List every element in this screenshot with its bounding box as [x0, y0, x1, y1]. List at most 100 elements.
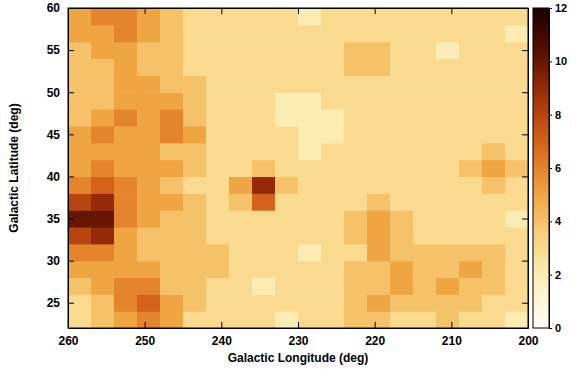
tick-mark — [522, 50, 528, 51]
heat-cell — [459, 143, 483, 160]
heat-cell — [482, 59, 506, 76]
heat-cell — [459, 42, 483, 59]
heat-cell — [482, 294, 506, 311]
tick-label: 45 — [47, 128, 61, 142]
heat-cell — [344, 126, 368, 143]
heat-cell — [413, 261, 437, 278]
heat-cell — [390, 311, 414, 328]
heat-cell — [229, 92, 253, 109]
heat-cell — [413, 42, 437, 59]
heat-cell — [137, 277, 161, 294]
tick-label: 6 — [555, 162, 561, 174]
heat-cell — [367, 25, 391, 42]
heat-cell — [390, 176, 414, 193]
tick-label: 55 — [47, 43, 61, 57]
heat-cell — [137, 8, 161, 25]
heat-cell — [390, 75, 414, 92]
heat-cell — [229, 160, 253, 177]
heat-cell — [298, 227, 322, 244]
heat-cell — [137, 42, 161, 59]
heat-cell — [68, 176, 92, 193]
heat-cell — [183, 244, 207, 261]
heat-cell — [275, 160, 299, 177]
heat-cell — [344, 210, 368, 227]
tick-label: 12 — [555, 2, 567, 14]
heat-cell — [183, 42, 207, 59]
tick: 210 — [442, 322, 462, 348]
heat-cell — [91, 92, 115, 109]
heat-cell — [91, 126, 115, 143]
heat-cell — [91, 59, 115, 76]
heat-cell — [390, 193, 414, 210]
tick-mark — [522, 303, 528, 304]
heat-cell — [505, 126, 528, 143]
tick-label: 0 — [555, 322, 561, 334]
heat-cell — [344, 244, 368, 261]
heat-cell — [160, 176, 184, 193]
heat-cell — [183, 126, 207, 143]
heat-cell — [321, 75, 345, 92]
heat-cell — [436, 25, 460, 42]
heat-cell — [206, 193, 230, 210]
heat-cell — [160, 8, 184, 25]
heat-cell — [321, 261, 345, 278]
tick-mark — [68, 219, 74, 220]
tick — [522, 50, 528, 51]
tick-mark — [549, 115, 552, 116]
tick-mark — [68, 176, 74, 177]
heat-cell — [160, 75, 184, 92]
heat-cell — [482, 277, 506, 294]
tick — [522, 219, 528, 220]
heat-cell — [183, 143, 207, 160]
heat-cell — [183, 92, 207, 109]
heat-cell — [321, 126, 345, 143]
heat-cell — [160, 227, 184, 244]
heat-cell — [298, 210, 322, 227]
heat-cell — [390, 126, 414, 143]
tick: 40 — [47, 170, 74, 184]
heat-cell — [252, 227, 276, 244]
heat-cell — [390, 294, 414, 311]
heat-cell — [505, 311, 528, 328]
heat-cell — [390, 210, 414, 227]
tick-label: 40 — [47, 170, 61, 184]
heat-cell — [367, 244, 391, 261]
heat-cell — [114, 160, 138, 177]
heat-cell — [114, 311, 138, 328]
heat-cell — [114, 92, 138, 109]
heat-cell — [183, 8, 207, 25]
heat-cell — [114, 109, 138, 126]
heat-cell — [321, 277, 345, 294]
heat-cell — [91, 109, 115, 126]
heat-cell — [114, 42, 138, 59]
heat-cell — [229, 193, 253, 210]
heat-cell — [68, 126, 92, 143]
y-axis: 2530354045505560 — [47, 1, 74, 328]
heat-cell — [367, 176, 391, 193]
heat-cell — [252, 277, 276, 294]
heat-cell — [275, 244, 299, 261]
heat-cell — [298, 244, 322, 261]
heat-cell — [183, 193, 207, 210]
heat-cell — [252, 244, 276, 261]
heat-cell — [321, 8, 345, 25]
x-axis-top — [69, 8, 529, 14]
tick-mark — [68, 92, 74, 93]
heat-cell — [505, 92, 528, 109]
tick — [375, 8, 376, 14]
tick-mark — [549, 168, 552, 169]
heat-cell — [114, 227, 138, 244]
heat-cell — [183, 261, 207, 278]
heat-cell — [344, 42, 368, 59]
heat-cell — [137, 311, 161, 328]
heat-cell — [160, 92, 184, 109]
heat-cell — [183, 109, 207, 126]
tick-mark — [68, 50, 74, 51]
tick — [522, 134, 528, 135]
heat-cell — [321, 244, 345, 261]
heat-cell — [436, 277, 460, 294]
heat-cell — [413, 109, 437, 126]
heat-cell — [114, 176, 138, 193]
heat-cell — [68, 59, 92, 76]
heat-cell — [413, 75, 437, 92]
